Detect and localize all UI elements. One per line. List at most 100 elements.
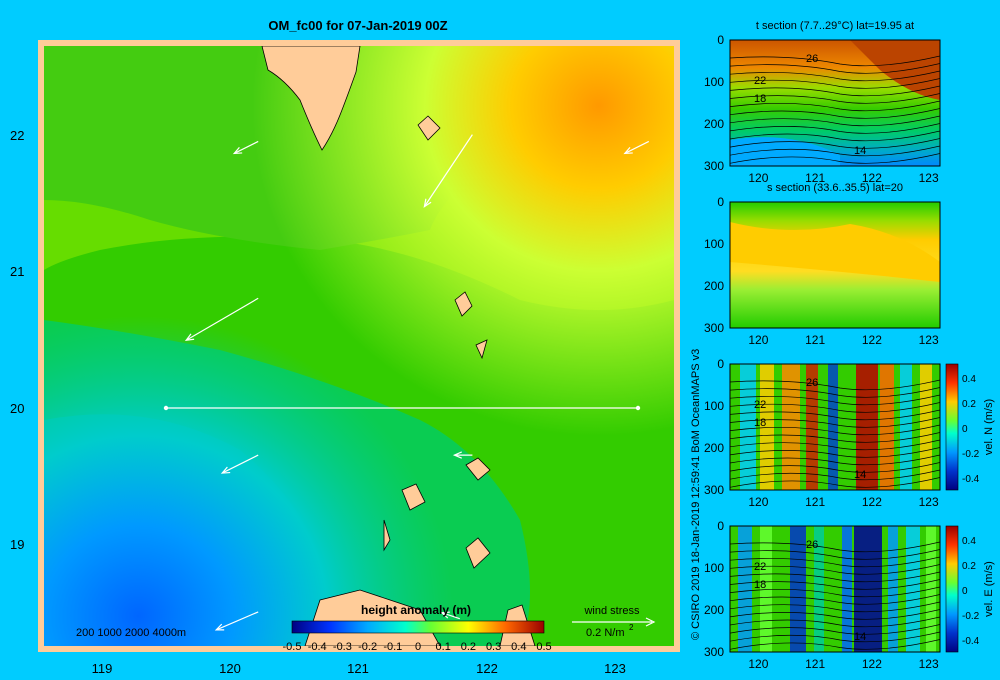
- colorbar-gradient: [291, 620, 545, 634]
- panel-y-tick-label: 300: [704, 483, 724, 497]
- wind-arrowhead: [452, 451, 463, 459]
- section-panel: s section (33.6..35.5) lat=20 0 100 200 300 1…: [704, 182, 941, 347]
- warm-core: [850, 40, 940, 100]
- map-x-tick-label: 119: [92, 661, 113, 676]
- isotherm-contour: [730, 424, 940, 436]
- panel-x-tick-label: 122: [862, 333, 882, 347]
- wind-arrowhead: [220, 466, 231, 474]
- wind-arrow: [215, 611, 259, 631]
- isotherm-contour: [730, 402, 940, 413]
- velocity-colorbar-tick: -0.2: [962, 611, 980, 622]
- wind-arrow: [624, 140, 650, 154]
- wind-arrow: [185, 297, 259, 341]
- wind-arrowhead: [423, 198, 432, 208]
- wind-stress-legend: wind stress 0.2 N/m 2: [572, 605, 656, 639]
- isotherm-contour: [730, 387, 940, 398]
- isotherm-contour: [730, 85, 940, 97]
- panel-x-tick-label: 122: [862, 171, 882, 185]
- map-x-tick-label: 121: [347, 661, 369, 676]
- wind-arrows: [184, 134, 650, 631]
- wind-arrowhead: [232, 146, 243, 155]
- velocity-band: [738, 526, 752, 652]
- isotherm-contour: [730, 417, 940, 428]
- panel-x-tick-label: 121: [805, 171, 825, 185]
- isotherm-contour: [730, 624, 940, 635]
- isotherm-contour: [730, 108, 940, 119]
- panel-x-tick-label: 122: [862, 657, 882, 671]
- credit-text: © CSIRO 2019 18-Jan-2019 12:59:41 BoM Oc…: [690, 349, 702, 640]
- colorbar-tick-label: -0.4: [308, 641, 327, 653]
- contour-label: 22: [754, 75, 766, 87]
- isotherm-contour: [730, 115, 940, 127]
- colorbar-tick-label: 0.1: [436, 641, 451, 653]
- panel-frame: [729, 363, 941, 491]
- panel-y-tick-label: 300: [704, 159, 724, 173]
- isotherm-contour: [730, 594, 940, 605]
- wind-stress-arrowhead: [645, 617, 656, 627]
- colorbar-tick-label: 0.5: [536, 641, 551, 653]
- panel-x-tick-label: 120: [748, 657, 768, 671]
- velocity-band: [906, 526, 920, 652]
- colorbar-tick-label: 0.4: [511, 641, 526, 653]
- isotherm-contour: [730, 63, 940, 74]
- panel-y-tick-label: 0: [717, 519, 724, 533]
- velocity-colorbar-tick: 0: [962, 586, 968, 597]
- velocity-colorbar-tick: 0.4: [962, 536, 976, 547]
- wind-arrowhead: [440, 611, 450, 619]
- panel-y-tick-label: 200: [704, 117, 724, 131]
- isotherm-contour: [730, 601, 940, 613]
- ssh-cool-anomaly: [44, 46, 674, 646]
- panel-frame: [729, 201, 941, 329]
- isotherm-contour: [730, 477, 940, 488]
- contour-label: 26: [806, 53, 818, 65]
- isotherm-contour: [730, 469, 940, 481]
- isotherm-contour: [730, 93, 940, 104]
- panel-title: s section (33.6..35.5) lat=20: [767, 182, 903, 194]
- velocity-colorbar-label: vel. E (m/s): [983, 561, 995, 617]
- velocity-band: [900, 364, 912, 490]
- salinity-max-layer: [730, 222, 940, 282]
- velocity-band: [740, 364, 756, 490]
- velocity-band: [880, 364, 894, 490]
- section-start-marker: [163, 405, 169, 411]
- section-panels: 26 22 18 14 t section (7.7..29°C) lat=19.95 …: [704, 20, 995, 671]
- velocity-colorbar-tick: 0.2: [962, 561, 976, 572]
- panel-y-tick-label: 300: [704, 645, 724, 659]
- isotherm-contour: [730, 100, 940, 112]
- isotherm-contour: [730, 639, 940, 650]
- colorbar-tick-label: 0.2: [461, 641, 476, 653]
- isotherm-contour: [730, 379, 940, 391]
- height-anomaly-colorbar: height anomaly (m) -0.5 -0.4 -0.3 -0.2 -0.1 0…: [283, 603, 552, 653]
- contour-label: 18: [754, 93, 766, 105]
- velocity-colorbar-tick: 0: [962, 424, 968, 435]
- panel-y-tick-label: 0: [717, 357, 724, 371]
- panel-x-tick-label: 122: [862, 495, 882, 509]
- panel-title: t section (7.7..29°C) lat=19.95 at: [756, 20, 914, 32]
- isotherm-contour: [730, 541, 940, 553]
- panel-x-tick-label: 123: [919, 333, 939, 347]
- contour-label: 22: [754, 399, 766, 411]
- velocity-colorbar-tick: -0.4: [962, 636, 980, 647]
- panel-x-tick-label: 120: [748, 495, 768, 509]
- wind-arrowhead: [214, 623, 225, 631]
- isotherm-contour: [730, 564, 940, 575]
- section-end-marker: [635, 405, 641, 411]
- contour-label: 26: [806, 377, 818, 389]
- map-x-axis: 119 120 121 122 123: [92, 661, 626, 676]
- isotherm-contour: [730, 462, 940, 473]
- isotherm-contour: [730, 556, 940, 568]
- wind-arrowhead: [184, 333, 195, 342]
- colorbar-tick-label: -0.3: [333, 641, 352, 653]
- panel-y-tick-label: 100: [704, 237, 724, 251]
- map-y-axis: 22 21 20 19: [10, 128, 24, 552]
- velocity-colorbar: [945, 363, 959, 491]
- panel-y-tick-label: 100: [704, 561, 724, 575]
- velocity-band: [814, 526, 824, 652]
- contour-label: 22: [754, 561, 766, 573]
- panel-x-tick-label: 123: [919, 495, 939, 509]
- panel-frame: [729, 39, 941, 167]
- wind-stress-label: wind stress: [583, 605, 640, 617]
- contour-label: 26: [806, 539, 818, 551]
- isotherm-contour: [730, 432, 940, 443]
- wind-stress-scale: 0.2 N/m: [586, 627, 625, 639]
